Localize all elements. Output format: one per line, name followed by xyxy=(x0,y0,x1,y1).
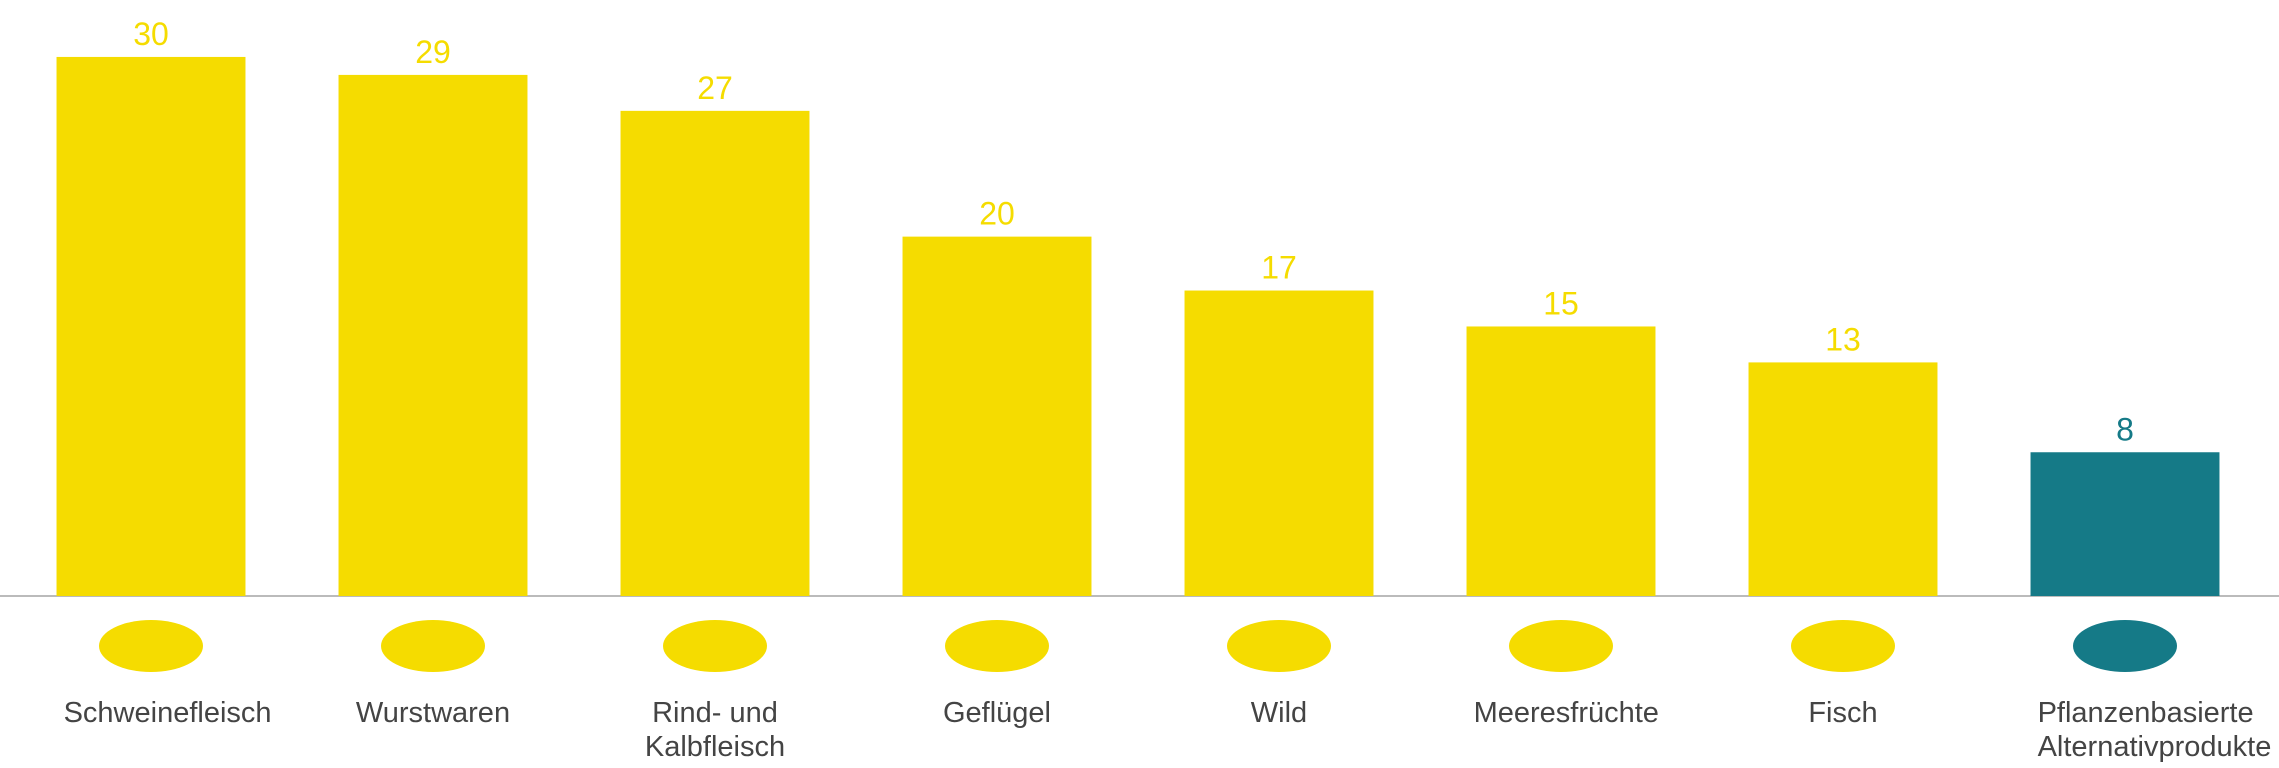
x-tick-label: Pflanzenbasierte Alternativprodukte xyxy=(2037,697,2272,763)
category-icon xyxy=(2073,620,2177,672)
x-tick-label: Meeresfrüchte xyxy=(1473,697,1659,729)
value-label: 27 xyxy=(697,70,733,106)
category-icon xyxy=(1227,620,1331,672)
x-tick-label: Rind- und Kalbfleisch xyxy=(644,697,786,763)
x-tick-label: Wurstwaren xyxy=(355,697,511,729)
category-icon xyxy=(1509,620,1613,672)
x-tick-label: Fisch xyxy=(1808,697,1878,729)
bar xyxy=(1748,362,1938,596)
bar xyxy=(1466,326,1656,596)
category-icon xyxy=(99,620,203,672)
bar xyxy=(1184,290,1374,596)
value-label: 8 xyxy=(2116,411,2134,447)
value-label: 13 xyxy=(1825,321,1861,357)
x-tick-label: Geflügel xyxy=(942,697,1051,729)
value-label: 15 xyxy=(1543,285,1579,321)
bar xyxy=(338,74,528,596)
x-tick-label: Wild xyxy=(1250,697,1308,729)
category-icon xyxy=(381,620,485,672)
category-icon xyxy=(945,620,1049,672)
value-label: 29 xyxy=(415,34,451,70)
value-label: 17 xyxy=(1261,250,1297,286)
bar xyxy=(902,236,1092,596)
category-icon xyxy=(663,620,767,672)
bar xyxy=(2030,452,2220,596)
value-label: 20 xyxy=(979,196,1015,232)
value-label: 30 xyxy=(133,16,169,52)
category-icon xyxy=(1791,620,1895,672)
x-tick-label: Schweinefleisch xyxy=(63,697,272,729)
bar xyxy=(620,110,810,596)
bar xyxy=(56,56,246,596)
